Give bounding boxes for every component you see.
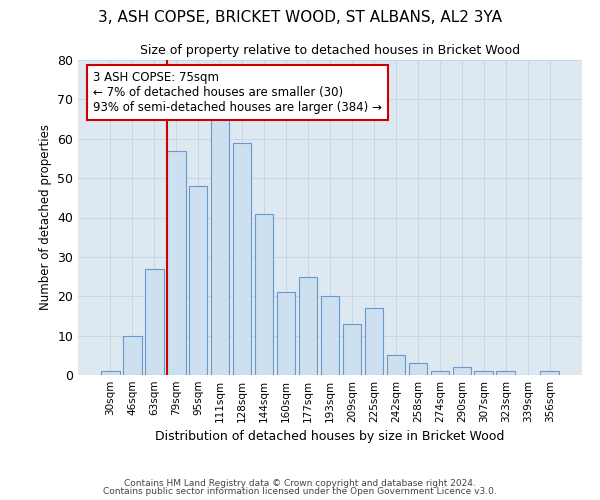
Bar [409, 363, 427, 375]
Bar [233, 142, 251, 375]
Text: 3 ASH COPSE: 75sqm
← 7% of detached houses are smaller (30)
93% of semi-detached: 3 ASH COPSE: 75sqm ← 7% of detached hous… [93, 71, 382, 114]
Bar [167, 150, 185, 375]
Bar [299, 276, 317, 375]
Bar [431, 371, 449, 375]
Bar [365, 308, 383, 375]
Title: Size of property relative to detached houses in Bricket Wood: Size of property relative to detached ho… [140, 44, 520, 58]
Bar [189, 186, 208, 375]
Bar [255, 214, 274, 375]
Bar [320, 296, 340, 375]
Bar [211, 119, 229, 375]
Text: Contains public sector information licensed under the Open Government Licence v3: Contains public sector information licen… [103, 487, 497, 496]
Bar [277, 292, 295, 375]
Bar [475, 371, 493, 375]
Bar [496, 371, 515, 375]
Bar [101, 371, 119, 375]
Bar [343, 324, 361, 375]
Text: 3, ASH COPSE, BRICKET WOOD, ST ALBANS, AL2 3YA: 3, ASH COPSE, BRICKET WOOD, ST ALBANS, A… [98, 10, 502, 25]
Bar [145, 268, 164, 375]
X-axis label: Distribution of detached houses by size in Bricket Wood: Distribution of detached houses by size … [155, 430, 505, 444]
Bar [541, 371, 559, 375]
Bar [386, 356, 405, 375]
Bar [452, 367, 471, 375]
Y-axis label: Number of detached properties: Number of detached properties [38, 124, 52, 310]
Text: Contains HM Land Registry data © Crown copyright and database right 2024.: Contains HM Land Registry data © Crown c… [124, 478, 476, 488]
Bar [123, 336, 142, 375]
